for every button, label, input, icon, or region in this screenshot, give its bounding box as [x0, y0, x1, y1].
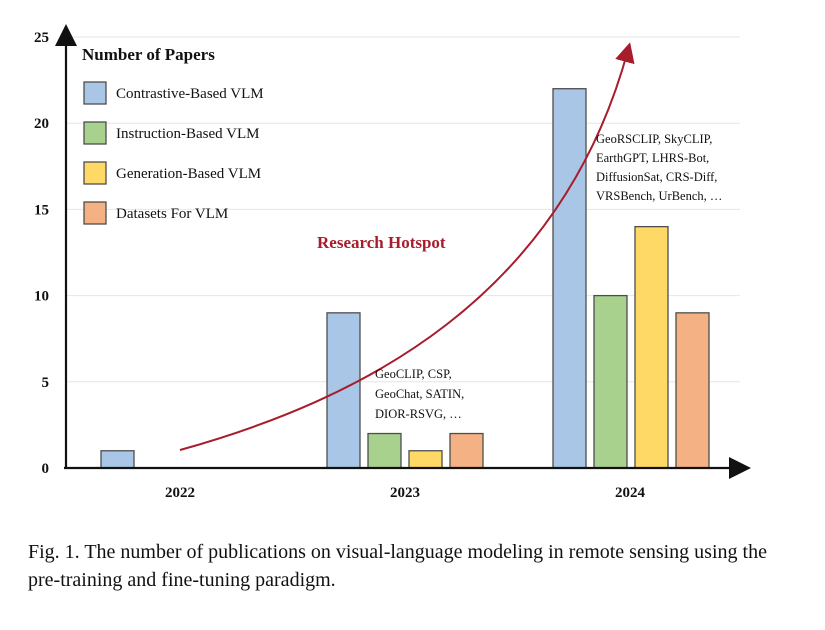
hotspot-trend-arrow — [179, 42, 635, 451]
hotspot-label: Research Hotspot — [317, 233, 446, 252]
gridlines — [66, 36, 740, 383]
legend-label: Instruction-Based VLM — [116, 126, 259, 142]
y-tick-label: 20 — [34, 116, 49, 132]
legend: Number of Papers Contrastive-Based VLM Ins… — [82, 45, 264, 225]
legend-label: Generation-Based VLM — [116, 166, 261, 182]
annotation-2024-line: DiffusionSat, CRS-Diff, — [596, 170, 717, 184]
bar — [449, 432, 484, 469]
bar — [408, 450, 443, 469]
annotation-2024-line: VRSBench, UrBench, … — [596, 189, 722, 203]
y-tick-labels: 0 5 10 15 20 25 — [34, 30, 49, 477]
legend-title: Number of Papers — [82, 45, 215, 64]
y-tick-label: 25 — [34, 30, 49, 46]
annotation-2024-line: EarthGPT, LHRS-Bot, — [596, 151, 709, 165]
bar — [100, 450, 135, 469]
chart-container: 0 5 10 15 20 25 2022 2023 2024 Number of Papers… — [34, 24, 751, 501]
bar — [552, 88, 587, 469]
x-tick-label: 2023 — [390, 485, 420, 501]
legend-swatch — [83, 121, 107, 145]
bar — [367, 432, 402, 469]
annotation-2023-line: DIOR-RSVG, … — [375, 407, 462, 421]
legend-label: Contrastive-Based VLM — [116, 86, 264, 102]
annotation-2024-line: GeoRSCLIP, SkyCLIP, — [596, 132, 712, 146]
x-tick-label: 2022 — [165, 485, 195, 501]
legend-swatch — [83, 81, 107, 105]
legend-label: Datasets For VLM — [116, 206, 228, 222]
bar — [634, 225, 669, 469]
bar — [675, 312, 710, 469]
annotation-2023-line: GeoChat, SATIN, — [375, 387, 464, 401]
legend-swatch — [83, 201, 107, 225]
y-tick-label: 0 — [42, 461, 50, 477]
figure-caption: Fig. 1. The number of publications on vi… — [28, 541, 767, 591]
axes — [55, 24, 751, 479]
bars — [100, 88, 710, 469]
y-tick-label: 15 — [34, 202, 49, 218]
annotation-2023-line: GeoCLIP, CSP, — [375, 367, 452, 381]
y-tick-label: 10 — [34, 289, 49, 305]
annotations: Research Hotspot GeoCLIP, CSP, GeoChat, SA… — [179, 42, 722, 451]
y-tick-label: 5 — [42, 375, 50, 391]
x-tick-labels: 2022 2023 2024 — [165, 485, 646, 501]
x-tick-label: 2024 — [615, 485, 646, 501]
bar — [593, 294, 628, 469]
bar — [326, 312, 361, 469]
legend-swatch — [83, 161, 107, 185]
bar-chart: 0 5 10 15 20 25 2022 2023 2024 Number of Papers… — [34, 24, 751, 501]
